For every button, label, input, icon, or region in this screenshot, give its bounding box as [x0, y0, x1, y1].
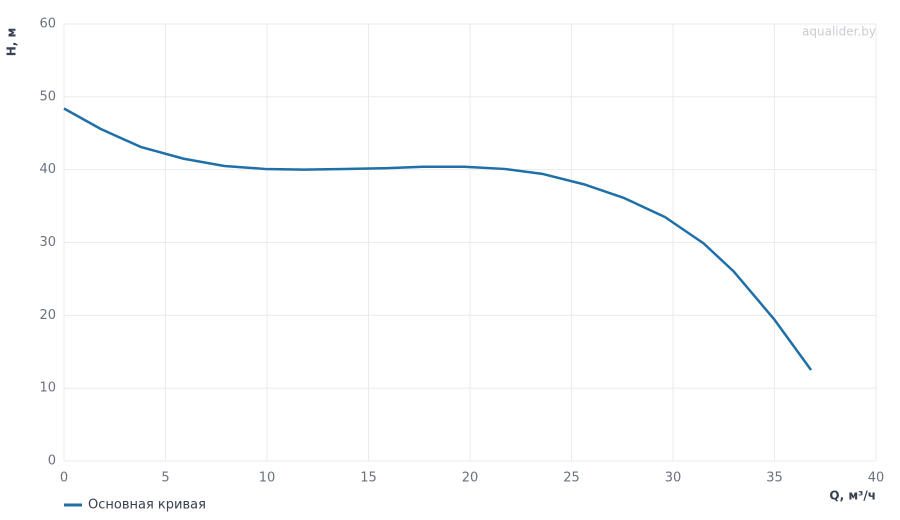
y-tick-label: 60 [39, 17, 56, 32]
watermark: aqualider.by [802, 25, 876, 39]
x-tick-label: 0 [60, 471, 68, 486]
line [63, 107, 813, 371]
y-tick-label: 10 [39, 381, 56, 396]
y-tick-label: 0 [48, 454, 56, 469]
x-tick-label: 35 [766, 471, 783, 486]
y-tick-label: 30 [39, 235, 56, 250]
x-tick-label: 40 [868, 471, 885, 486]
y-tick-label: 40 [39, 162, 56, 177]
x-tick-label: 30 [665, 471, 682, 486]
y-axis-title: H, м [5, 28, 19, 57]
x-tick-label: 5 [161, 471, 169, 486]
x-tick-label: 15 [360, 471, 377, 486]
x-tick-label: 20 [462, 471, 479, 486]
x-tick-label: 10 [259, 471, 276, 486]
legend-label: Основная кривая [88, 498, 206, 513]
y-tick-label: 20 [39, 308, 56, 323]
x-axis-title: Q, м³/ч [829, 489, 876, 503]
x-tick-label: 25 [563, 471, 580, 486]
y-tick-label: 50 [39, 89, 56, 104]
